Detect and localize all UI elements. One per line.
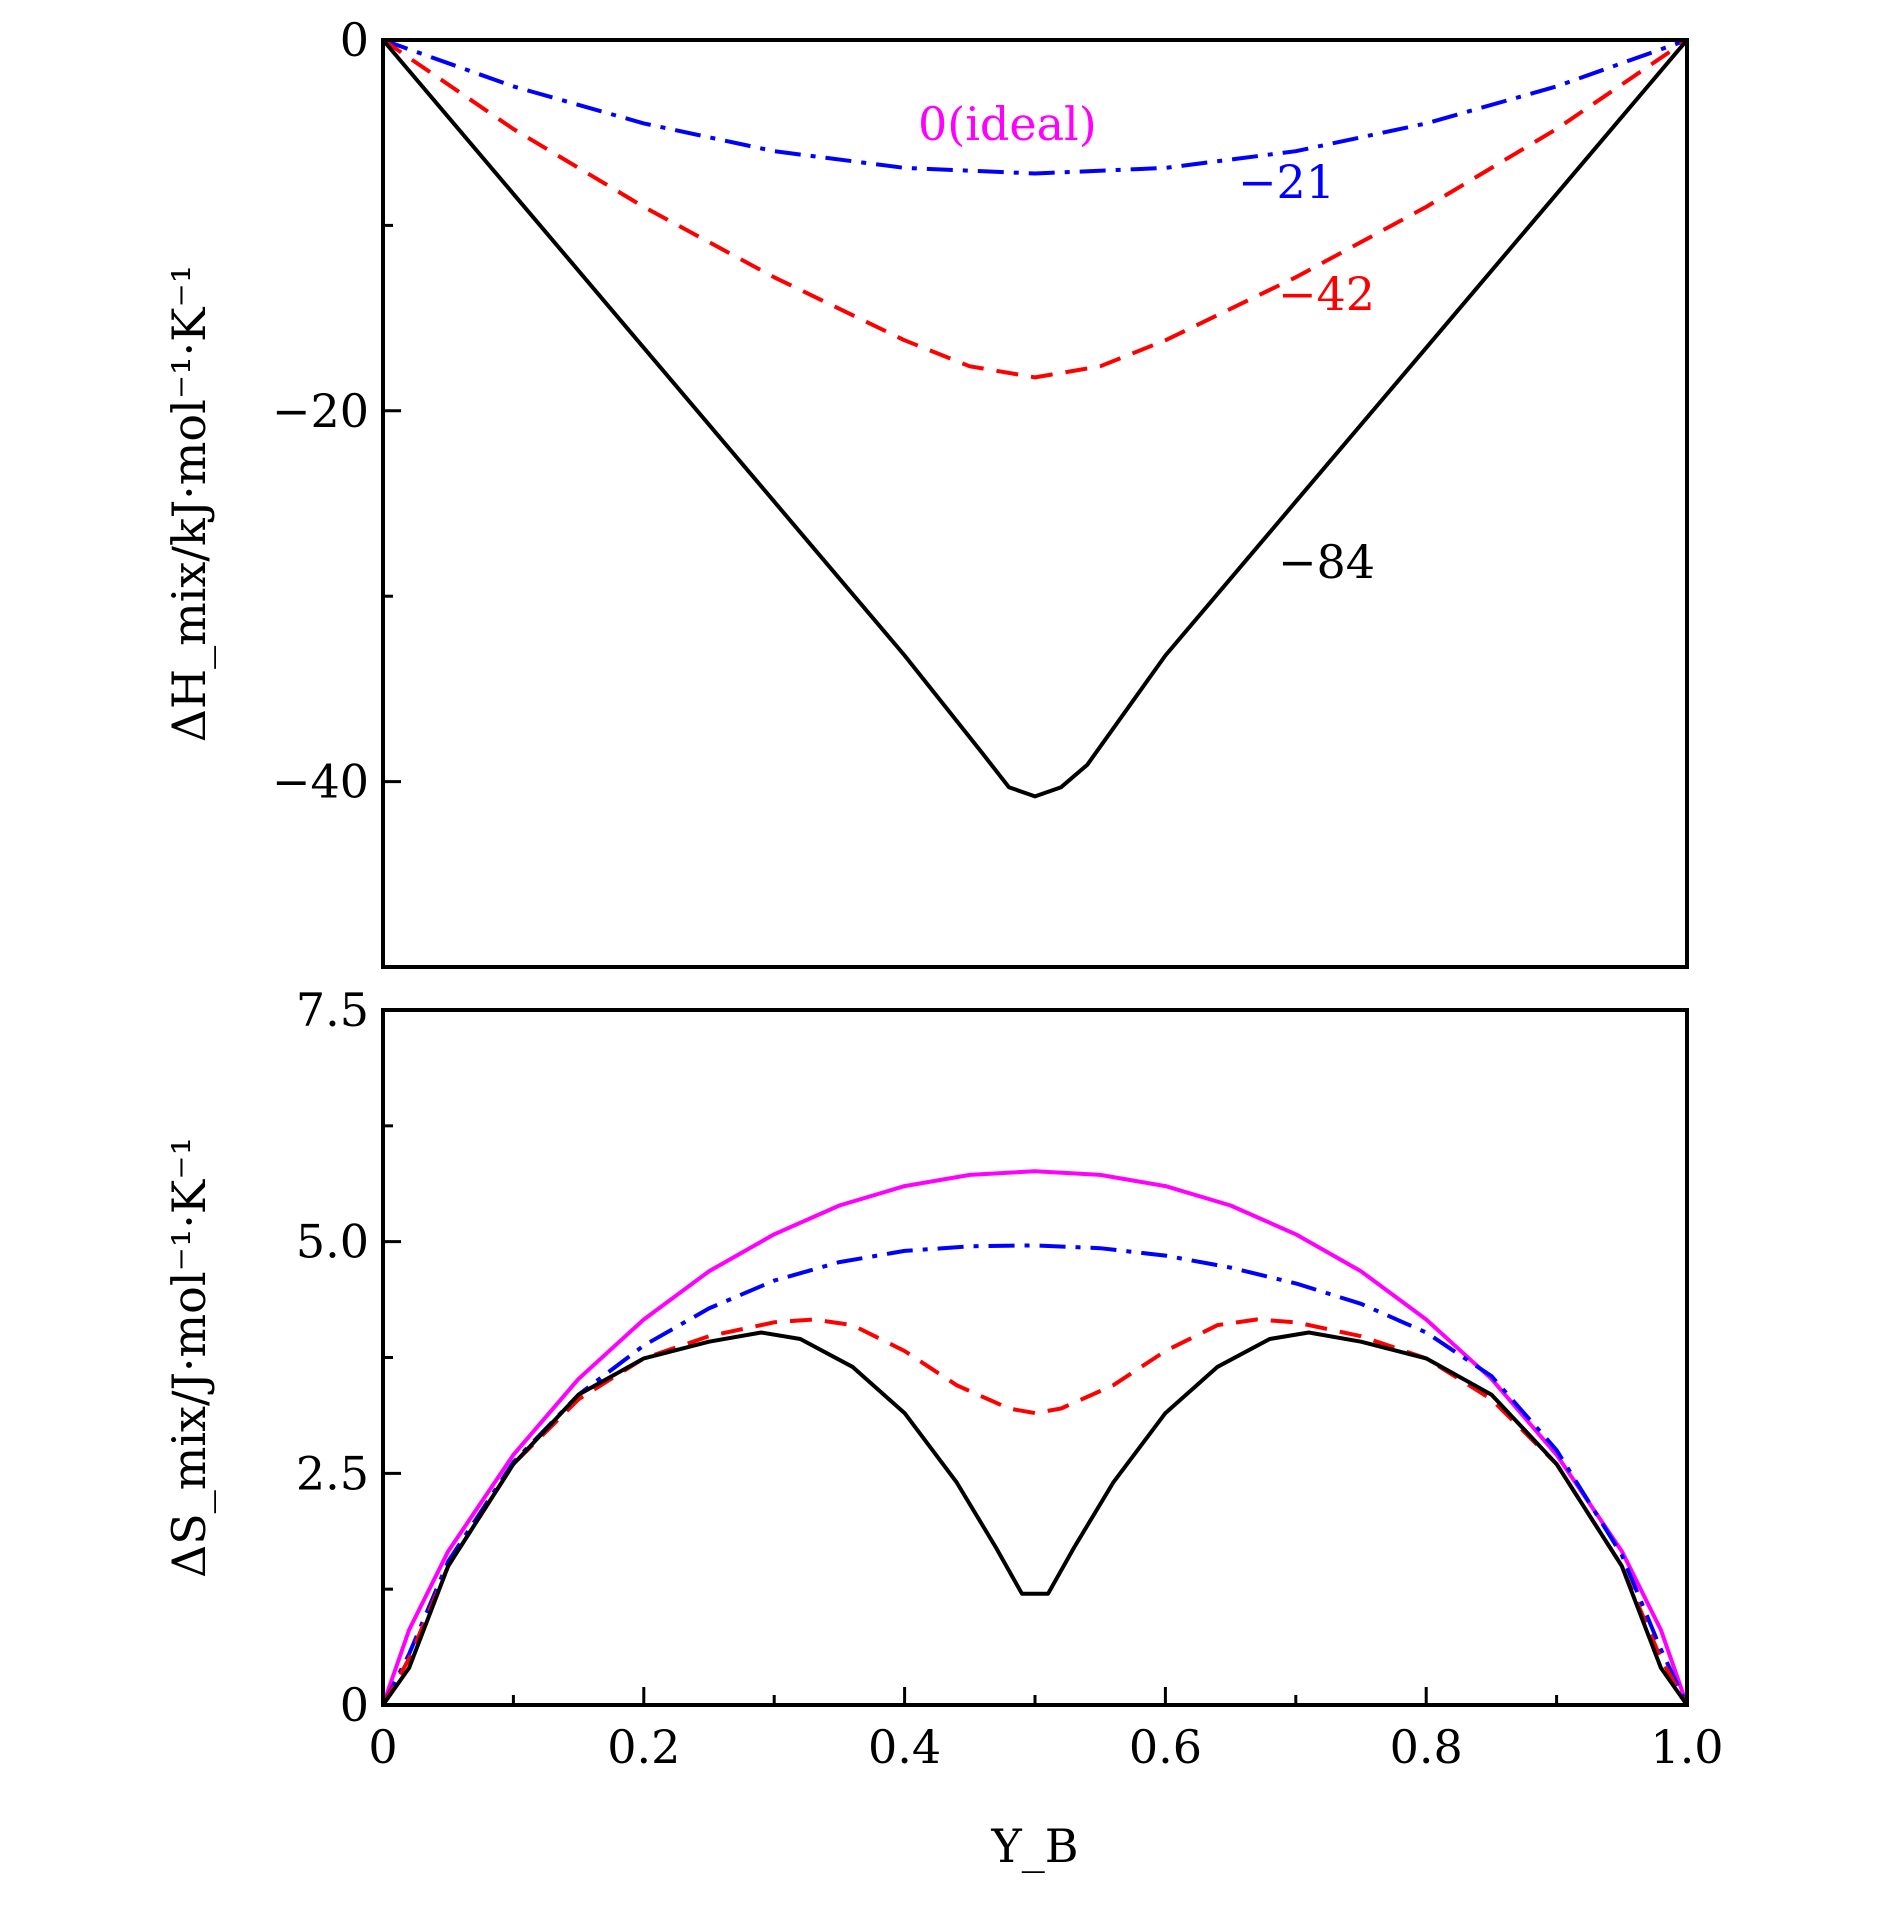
bottom-series-line-0 <box>381 1169 1689 1706</box>
bottom-y-tick-label: 0 <box>340 1678 369 1732</box>
bottom-series-line-3 <box>381 1330 1689 1707</box>
bottom-plot-frame <box>381 1008 1689 1707</box>
top-series-label-ideal: 0(ideal) <box>918 97 1097 151</box>
top-y-tick-label: −20 <box>272 384 369 438</box>
top-y-tick-label: −40 <box>272 755 369 809</box>
top-series-label-minus42: −42 <box>1278 267 1375 321</box>
bottom-y-tick-label: 7.5 <box>296 983 369 1037</box>
bottom-y-tick-label: 5.0 <box>296 1215 369 1269</box>
bottom-x-tick-label: 0 <box>368 1720 397 1774</box>
bottom-x-tick-label: 0.2 <box>607 1720 680 1774</box>
top-series-line-1 <box>382 38 1688 176</box>
bottom-y-axis-label: ΔS_mix/J·mol⁻¹·K⁻¹ <box>162 1137 216 1578</box>
panel-bottom-entropy: 0 2.5 5.0 7.5 0 0.2 0.4 0.6 0.8 1.0 ΔS_mix/J·mol⁻… <box>162 983 1724 1873</box>
bottom-series-group <box>381 1169 1689 1707</box>
top-axis-ticks: 0 −20 −40 <box>272 13 401 809</box>
bottom-axis-ticks: 0 2.5 5.0 7.5 0 0.2 0.4 0.6 0.8 1.0 <box>296 983 1724 1774</box>
bottom-x-tick-label: 0.4 <box>868 1720 941 1774</box>
bottom-x-tick-label: 1.0 <box>1650 1720 1723 1774</box>
bottom-x-tick-label: 0.8 <box>1390 1720 1463 1774</box>
top-series-group <box>381 38 1689 799</box>
top-series-label-minus21: −21 <box>1238 155 1335 209</box>
bottom-series-line-1 <box>381 1243 1689 1706</box>
bottom-series-line-2 <box>381 1317 1689 1706</box>
top-y-tick-label: 0 <box>340 13 369 67</box>
top-plot-frame <box>381 38 1689 969</box>
bottom-y-tick-label: 2.5 <box>296 1446 369 1500</box>
top-series-line-3 <box>381 38 1689 799</box>
bottom-x-tick-label: 0.6 <box>1129 1720 1202 1774</box>
x-axis-label: Y_B <box>990 1819 1078 1873</box>
top-y-axis-label: ΔH_mix/kJ·mol⁻¹·K⁻¹ <box>162 265 216 743</box>
panel-top-enthalpy: 0 −20 −40 ΔH_mix/kJ·mol⁻¹·K⁻¹ 0(ideal) −21… <box>162 13 1689 969</box>
top-series-label-minus84: −84 <box>1278 535 1375 589</box>
top-series-line-2 <box>381 38 1689 380</box>
